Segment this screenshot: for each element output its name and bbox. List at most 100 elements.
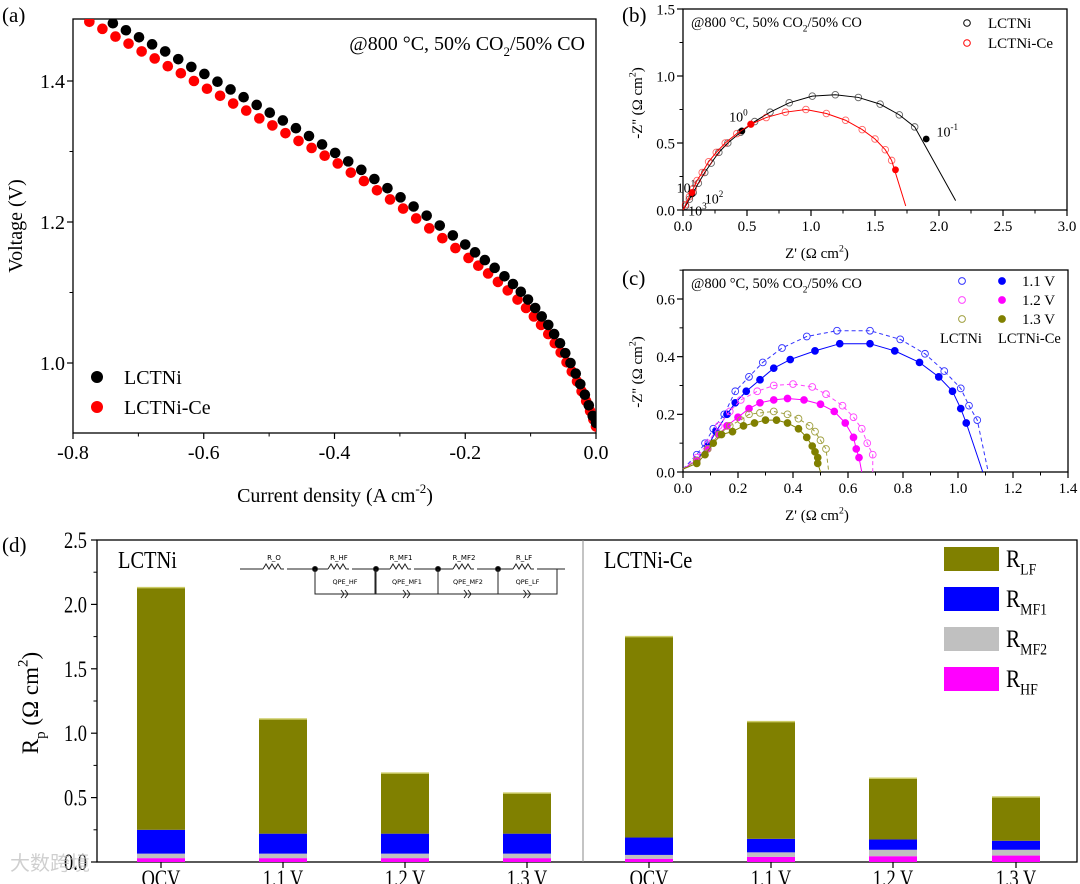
legend-swatch-HF — [944, 667, 999, 691]
data-point-LCTNi — [356, 164, 367, 176]
x-tick-label: 1.2 V — [385, 865, 426, 884]
data-point-LCTNi-Ce — [162, 60, 174, 72]
fit-line — [682, 410, 830, 473]
data-points — [84, 19, 596, 432]
data-point-LCTNi — [421, 210, 432, 221]
data-point — [948, 387, 957, 396]
y-tick-label: 2.0 — [64, 591, 87, 618]
data-point-LCTNi — [570, 368, 582, 379]
data-point-LCTNi — [590, 417, 596, 429]
bar-segment-MF2 — [869, 849, 917, 857]
bar-segment-MF1 — [747, 838, 795, 853]
data-point-LCTNi — [277, 115, 289, 126]
condition-annotation-part: 2 — [504, 44, 511, 59]
bar-segment-LF — [503, 793, 551, 834]
data-point — [808, 383, 817, 391]
data-point-LCTNi-Ce — [332, 158, 344, 169]
resistor-label: R_MF1 — [390, 554, 413, 562]
condition-annotation-part: 2 — [803, 285, 808, 295]
x-tick-label: 1.1 V — [263, 865, 304, 884]
x-tick-label: 0.4 — [784, 481, 803, 497]
x-tick-label: 0.2 — [729, 481, 748, 497]
panel-d-stacked-bars: (d) 0.0 0.5 1.0 1.5 2.0 2.5 Rp (Ω cm2) OCV 1.1 V 1… — [2, 527, 1078, 884]
fit-line — [682, 330, 989, 473]
legend-label: LCTNi — [124, 367, 182, 389]
condition-annotation-part: @800 °C, 50% CO — [691, 15, 803, 31]
legend-swatch-MF1 — [944, 587, 999, 611]
bar-segment-LF — [747, 721, 795, 839]
data-point-LCTNi — [479, 254, 491, 266]
y-tick-label: 1.0 — [64, 720, 87, 747]
data-point-LCTNi — [766, 108, 774, 116]
data-point-LCTNi-Ce — [781, 108, 790, 116]
condition-annotation-part: /50% CO — [808, 15, 862, 31]
data-point-LCTNi — [515, 286, 527, 298]
legend-swatch-MF2 — [944, 627, 999, 651]
y-tick-label: 0.5 — [656, 136, 675, 152]
data-point-LCTNi-Ce — [450, 242, 461, 254]
data-point — [789, 380, 797, 388]
data-point — [769, 396, 778, 404]
x-tick-label: 1.0 — [802, 219, 821, 235]
data-point — [745, 373, 753, 381]
data-point — [816, 436, 825, 445]
x-tick-label: 0.0 — [674, 219, 693, 235]
x-tick-label: 1.2 — [1004, 481, 1023, 497]
data-point — [802, 433, 811, 442]
legend-label-part: R — [1006, 585, 1021, 613]
frequency-label-part: 2 — [719, 189, 724, 199]
legend-swatch-LF — [944, 547, 999, 571]
y-axis-title: -Z'' (Ω cm2) — [627, 336, 646, 407]
qpe-icon — [402, 589, 411, 599]
data-point-LCTNi-Ce — [397, 203, 409, 214]
x-axis-title: Z' (Ω cm2) — [785, 243, 849, 262]
data-point — [745, 404, 753, 413]
data-point — [915, 358, 924, 367]
y-axis-title: Voltage (V) — [5, 179, 27, 273]
legend-label-part: R — [1006, 545, 1021, 573]
data-point-LCTNi-Ce — [345, 167, 357, 178]
data-point — [756, 398, 764, 407]
legend-label: LCTNi-Ce — [124, 397, 211, 419]
y-tick-label: 1.5 — [656, 2, 675, 18]
condition-annotation-part: @800 °C, 50% CO — [349, 33, 503, 55]
data-point — [822, 390, 830, 399]
x-axis-title-part: Z' (Ω cm — [785, 508, 839, 524]
y-tick-label: 0.2 — [656, 408, 675, 424]
legend-label: LCTNi-Ce — [988, 36, 1053, 52]
data-point — [701, 450, 709, 459]
data-point-LCTNi-Ce — [733, 129, 741, 138]
x-tick-label: 1.1 V — [751, 865, 792, 884]
qpe-label: QPE_MF1 — [392, 578, 422, 586]
frequency-label-part: 10 — [729, 111, 743, 126]
x-tick-label: -0.4 — [319, 442, 351, 464]
group-label: LCTNi — [118, 546, 177, 573]
bar-segment-MF2 — [503, 853, 551, 859]
legend-label-part: R — [1006, 665, 1021, 693]
condition-annotation-part: @800 °C, 50% CO — [691, 276, 803, 292]
data-point — [769, 407, 778, 416]
frequency-marker — [892, 166, 899, 174]
data-point — [758, 358, 767, 367]
data-point-LCTNi-Ce — [110, 31, 121, 42]
frequency-label: 100 — [729, 107, 748, 125]
frequency-label-part: 10 — [936, 125, 950, 140]
data-point — [742, 387, 751, 396]
legend-marker — [963, 39, 971, 47]
data-point — [805, 422, 814, 430]
legend-label: 1.3 V — [1022, 312, 1055, 328]
qpe-label: QPE_MF2 — [453, 578, 483, 586]
bar-segment-LF — [137, 587, 185, 830]
data-point-LCTNi-Ce — [254, 113, 265, 124]
data-point-LCTNi-Ce — [175, 67, 187, 79]
legend-label-part: MF2 — [1020, 642, 1047, 659]
data-point-LCTNi — [133, 31, 145, 43]
data-point — [838, 401, 847, 410]
data-point — [956, 404, 965, 413]
data-point-LCTNi — [238, 91, 249, 103]
legend-label: LCTNi — [988, 16, 1031, 32]
legend-label: RLF — [1006, 545, 1036, 578]
qpe-icon — [340, 589, 349, 599]
y-tick-label: 0.5 — [64, 785, 87, 812]
frequency-label: 10-1 — [936, 122, 958, 140]
